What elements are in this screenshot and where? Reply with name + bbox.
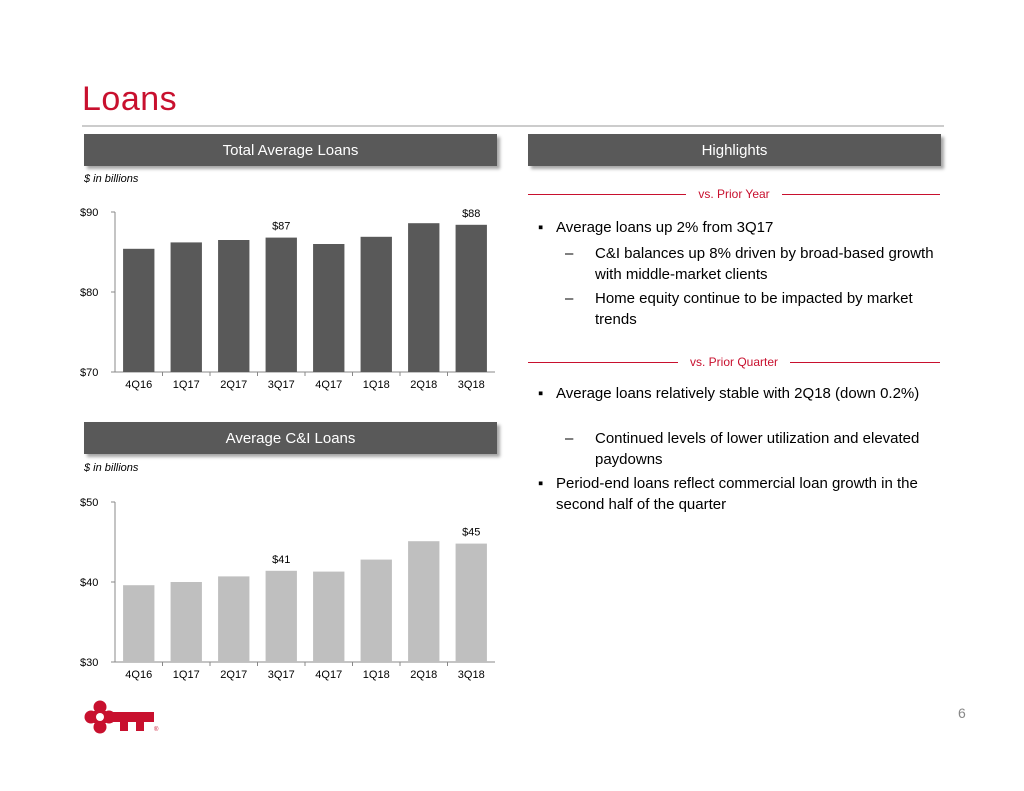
bullet-average-loans-yoy: ▪ Average loans up 2% from 3Q17 bbox=[538, 217, 938, 238]
vs-prior-year-label: vs. Prior Year bbox=[698, 187, 770, 201]
bullet-mark: ▪ bbox=[538, 475, 544, 492]
bar-2Q18 bbox=[408, 223, 440, 372]
bar-4Q17 bbox=[313, 571, 345, 662]
bar-3Q18 bbox=[455, 224, 487, 372]
bullet-average-loans-qoq: ▪ Average loans relatively stable with 2… bbox=[538, 383, 938, 404]
chart1-units: $ in billions bbox=[84, 173, 139, 185]
x-tick-label: 3Q18 bbox=[458, 379, 485, 391]
data-label: $41 bbox=[272, 554, 290, 566]
bar-1Q17 bbox=[170, 242, 202, 372]
x-tick-label: 4Q16 bbox=[125, 379, 152, 391]
bar-4Q16 bbox=[123, 585, 155, 662]
svg-text:®: ® bbox=[154, 726, 159, 733]
x-tick-label: 2Q17 bbox=[220, 379, 247, 391]
data-label: $45 bbox=[462, 527, 480, 539]
bar-2Q17 bbox=[218, 240, 250, 372]
bullet-period-end-loans: ▪ Period-end loans reflect commercial lo… bbox=[538, 473, 938, 515]
title-divider bbox=[82, 125, 944, 127]
y-tick-label: $70 bbox=[80, 367, 98, 379]
sub-ci-balances: – C&I balances up 8% driven by broad-bas… bbox=[565, 243, 940, 285]
sub-utilization: – Continued levels of lower utilization … bbox=[565, 428, 940, 470]
x-tick-label: 1Q17 bbox=[173, 379, 200, 391]
x-tick-label: 1Q17 bbox=[173, 669, 200, 681]
bar-1Q18 bbox=[360, 559, 392, 662]
x-tick-label: 1Q18 bbox=[363, 379, 390, 391]
key-logo-icon: ® bbox=[84, 700, 159, 734]
heading-rule-right bbox=[781, 193, 940, 195]
highlights-header: Highlights bbox=[528, 134, 941, 166]
sub-home-equity: – Home equity continue to be impacted by… bbox=[565, 288, 940, 330]
bullet-text: Period-end loans reflect commercial loan… bbox=[556, 475, 918, 513]
bullet-text: Average loans relatively stable with 2Q1… bbox=[556, 385, 920, 402]
data-label: $88 bbox=[462, 208, 480, 220]
sub-mark: – bbox=[565, 430, 574, 447]
bullet-text: Average loans up 2% from 3Q17 bbox=[556, 219, 774, 236]
total-average-loans-header: Total Average Loans bbox=[84, 134, 497, 166]
x-tick-label: 2Q18 bbox=[410, 669, 437, 681]
x-tick-label: 1Q18 bbox=[363, 669, 390, 681]
x-tick-label: 4Q16 bbox=[125, 669, 152, 681]
sub-text: Home equity continue to be impacted by m… bbox=[595, 290, 913, 328]
sub-mark: – bbox=[565, 290, 574, 307]
bar-3Q17 bbox=[265, 570, 297, 662]
bar-4Q16 bbox=[123, 248, 155, 372]
heading-rule-left bbox=[528, 193, 687, 195]
average-ci-loans-header: Average C&I Loans bbox=[84, 422, 497, 454]
y-tick-label: $90 bbox=[80, 207, 98, 219]
total-average-loans-chart: $70 $80 $90 4Q16 1Q17 2Q17 3Q17 $87 4Q17 1Q18 2Q18… bbox=[80, 207, 495, 391]
x-tick-label: 4Q17 bbox=[315, 379, 342, 391]
bullet-mark: ▪ bbox=[538, 219, 544, 236]
sub-text: C&I balances up 8% driven by broad-based… bbox=[595, 245, 934, 283]
bar-2Q18 bbox=[408, 541, 440, 662]
y-tick-label: $40 bbox=[80, 577, 98, 589]
sub-text: Continued levels of lower utilization an… bbox=[595, 430, 920, 468]
chart2-units: $ in billions bbox=[84, 462, 139, 474]
x-tick-label: 2Q18 bbox=[410, 379, 437, 391]
x-tick-label: 3Q18 bbox=[458, 669, 485, 681]
x-tick-label: 2Q17 bbox=[220, 669, 247, 681]
vs-prior-year-heading: vs. Prior Year bbox=[528, 186, 940, 202]
vs-prior-quarter-heading: vs. Prior Quarter bbox=[528, 354, 940, 370]
heading-rule-left bbox=[528, 361, 678, 363]
average-ci-loans-chart: $30 $40 $50 4Q16 1Q17 2Q17 3Q17 $41 4Q17 1Q18 2Q18… bbox=[80, 497, 495, 681]
y-tick-label: $80 bbox=[80, 287, 98, 299]
data-label: $87 bbox=[272, 221, 290, 233]
y-tick-label: $50 bbox=[80, 497, 98, 509]
bar-1Q17 bbox=[170, 582, 202, 662]
bar-2Q17 bbox=[218, 576, 250, 662]
page-number: 6 bbox=[958, 705, 966, 721]
bullet-mark: ▪ bbox=[538, 385, 544, 402]
bar-4Q17 bbox=[313, 244, 345, 372]
y-tick-label: $30 bbox=[80, 657, 98, 669]
heading-rule-right bbox=[790, 361, 940, 363]
x-tick-label: 3Q17 bbox=[268, 669, 295, 681]
bar-3Q18 bbox=[455, 543, 487, 662]
x-tick-label: 4Q17 bbox=[315, 669, 342, 681]
sub-mark: – bbox=[565, 245, 574, 262]
x-tick-label: 3Q17 bbox=[268, 379, 295, 391]
page-title: Loans bbox=[82, 80, 178, 118]
vs-prior-quarter-label: vs. Prior Quarter bbox=[689, 355, 779, 369]
bar-1Q18 bbox=[360, 236, 392, 372]
bar-3Q17 bbox=[265, 237, 297, 372]
